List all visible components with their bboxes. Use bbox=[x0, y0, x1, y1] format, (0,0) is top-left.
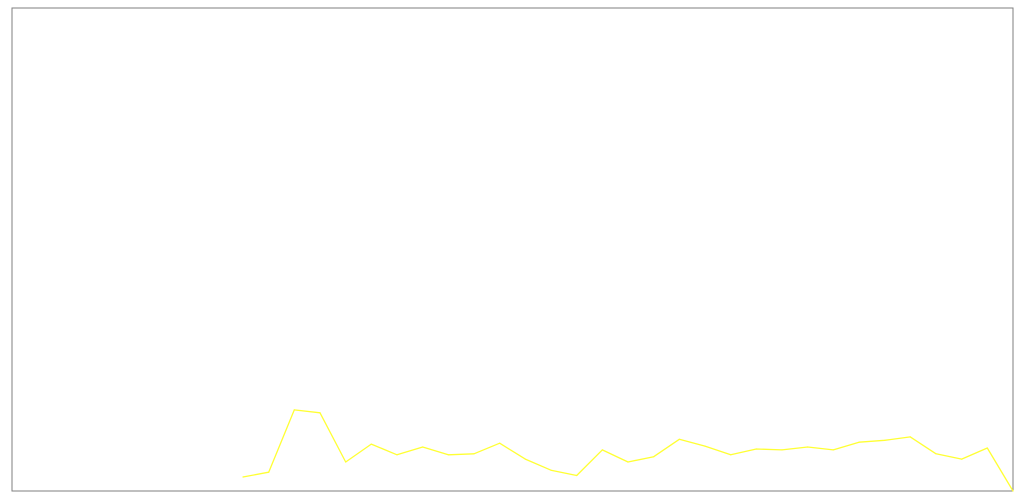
data-point bbox=[704, 445, 706, 447]
data-point bbox=[601, 449, 603, 451]
data-point bbox=[576, 474, 578, 477]
series-layer bbox=[242, 409, 1014, 492]
data-point bbox=[858, 441, 860, 443]
data-point bbox=[909, 436, 911, 438]
data-point bbox=[319, 412, 321, 414]
data-point bbox=[422, 446, 424, 448]
data-point bbox=[730, 454, 732, 456]
data-point bbox=[884, 439, 886, 441]
data-point bbox=[242, 476, 244, 478]
data-point bbox=[1012, 490, 1014, 492]
data-point bbox=[755, 448, 757, 450]
data-point bbox=[986, 447, 988, 449]
data-point bbox=[447, 454, 449, 456]
data-point bbox=[268, 471, 270, 473]
data-point bbox=[961, 458, 963, 460]
data-point bbox=[807, 446, 809, 448]
data-point bbox=[473, 453, 475, 455]
data-point bbox=[935, 453, 937, 455]
plot-frame bbox=[11, 7, 1014, 492]
data-point bbox=[781, 449, 783, 451]
data-point bbox=[370, 443, 372, 445]
data-point bbox=[396, 454, 398, 456]
data-point bbox=[524, 458, 526, 460]
data-point bbox=[499, 442, 501, 444]
data-point bbox=[832, 449, 834, 451]
data-point bbox=[627, 461, 629, 463]
data-point bbox=[293, 409, 295, 411]
data-point bbox=[678, 438, 680, 440]
data-point bbox=[345, 461, 347, 463]
data-point bbox=[653, 456, 655, 458]
data-point bbox=[550, 469, 552, 471]
